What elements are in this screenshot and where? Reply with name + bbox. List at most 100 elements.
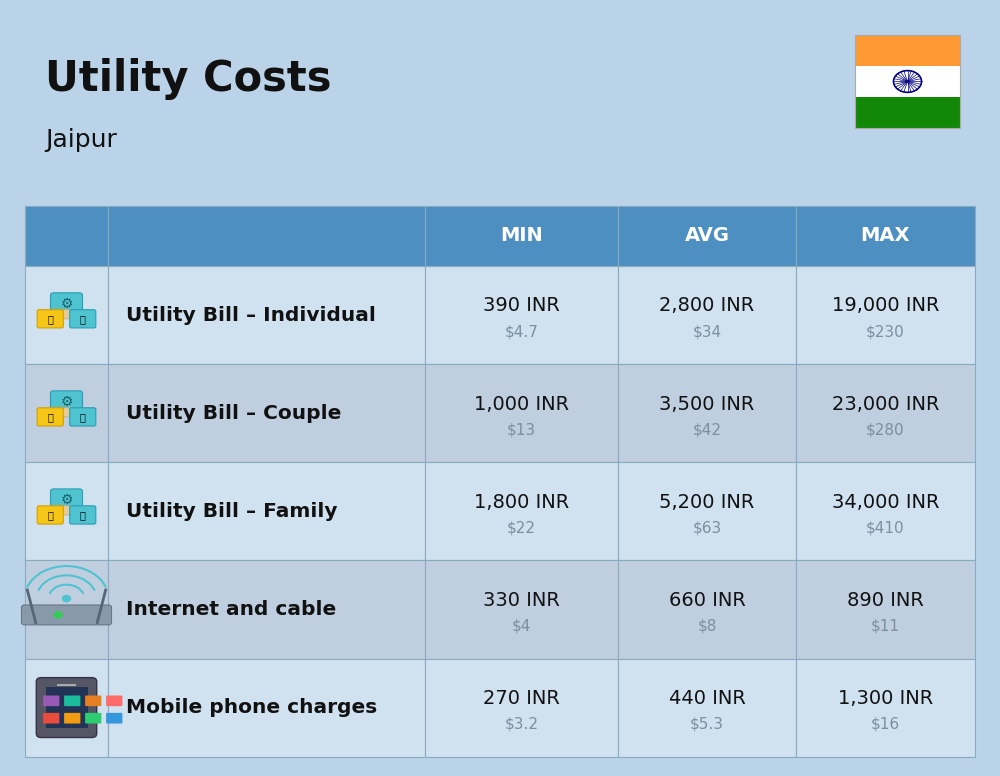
Text: $34: $34	[692, 324, 722, 339]
FancyBboxPatch shape	[108, 560, 425, 659]
Text: 🚰: 🚰	[80, 412, 86, 422]
FancyBboxPatch shape	[855, 97, 960, 128]
Text: 660 INR: 660 INR	[669, 591, 745, 610]
FancyBboxPatch shape	[50, 293, 82, 314]
Text: $8: $8	[697, 618, 717, 634]
FancyBboxPatch shape	[425, 206, 618, 266]
Text: 270 INR: 270 INR	[483, 689, 560, 708]
Text: 3,500 INR: 3,500 INR	[659, 394, 755, 414]
Text: 🚰: 🚰	[80, 510, 86, 520]
Text: Utility Bill – Family: Utility Bill – Family	[126, 502, 338, 521]
Text: 🔌: 🔌	[47, 314, 53, 324]
FancyBboxPatch shape	[425, 364, 618, 462]
Circle shape	[54, 611, 62, 618]
FancyBboxPatch shape	[70, 506, 96, 524]
FancyBboxPatch shape	[108, 206, 425, 266]
FancyBboxPatch shape	[57, 506, 76, 515]
FancyBboxPatch shape	[106, 695, 122, 706]
Text: $280: $280	[866, 422, 905, 438]
FancyBboxPatch shape	[46, 687, 88, 728]
Text: 1,300 INR: 1,300 INR	[838, 689, 933, 708]
FancyBboxPatch shape	[37, 506, 63, 524]
FancyBboxPatch shape	[37, 310, 63, 328]
Text: Internet and cable: Internet and cable	[126, 600, 336, 619]
FancyBboxPatch shape	[855, 66, 960, 97]
FancyBboxPatch shape	[43, 695, 59, 706]
FancyBboxPatch shape	[50, 489, 82, 511]
Text: ⚙: ⚙	[60, 296, 73, 310]
Text: Jaipur: Jaipur	[45, 128, 117, 152]
FancyBboxPatch shape	[796, 206, 975, 266]
Text: $4: $4	[512, 618, 531, 634]
Text: 2,800 INR: 2,800 INR	[659, 296, 755, 316]
Text: 890 INR: 890 INR	[847, 591, 924, 610]
Text: 23,000 INR: 23,000 INR	[832, 394, 939, 414]
FancyBboxPatch shape	[425, 560, 618, 659]
Text: 34,000 INR: 34,000 INR	[832, 493, 939, 511]
Text: $22: $22	[507, 521, 536, 535]
Text: $3.2: $3.2	[505, 717, 538, 732]
Text: 440 INR: 440 INR	[669, 689, 745, 708]
Text: Mobile phone charges: Mobile phone charges	[126, 698, 377, 717]
FancyBboxPatch shape	[85, 695, 101, 706]
Text: $63: $63	[692, 521, 722, 535]
FancyBboxPatch shape	[70, 310, 96, 328]
FancyBboxPatch shape	[425, 462, 618, 560]
FancyBboxPatch shape	[25, 659, 108, 757]
Text: $13: $13	[507, 422, 536, 438]
FancyBboxPatch shape	[618, 364, 796, 462]
Text: Utility Bill – Individual: Utility Bill – Individual	[126, 306, 376, 325]
FancyBboxPatch shape	[25, 206, 108, 266]
Text: Utility Costs: Utility Costs	[45, 58, 332, 100]
FancyBboxPatch shape	[25, 364, 108, 462]
Text: 5,200 INR: 5,200 INR	[659, 493, 755, 511]
Text: 🔌: 🔌	[47, 412, 53, 422]
FancyBboxPatch shape	[796, 560, 975, 659]
FancyBboxPatch shape	[70, 407, 96, 426]
Text: $410: $410	[866, 521, 905, 535]
FancyBboxPatch shape	[25, 560, 108, 659]
Text: $42: $42	[693, 422, 722, 438]
Circle shape	[62, 595, 70, 601]
FancyBboxPatch shape	[618, 206, 796, 266]
FancyBboxPatch shape	[106, 713, 122, 723]
Text: 19,000 INR: 19,000 INR	[832, 296, 939, 316]
Text: $4.7: $4.7	[505, 324, 538, 339]
FancyBboxPatch shape	[796, 364, 975, 462]
FancyBboxPatch shape	[37, 407, 63, 426]
Text: 330 INR: 330 INR	[483, 591, 560, 610]
FancyBboxPatch shape	[57, 407, 76, 417]
FancyBboxPatch shape	[618, 266, 796, 364]
FancyBboxPatch shape	[25, 266, 108, 364]
FancyBboxPatch shape	[425, 266, 618, 364]
Text: $11: $11	[871, 618, 900, 634]
FancyBboxPatch shape	[85, 713, 101, 723]
FancyBboxPatch shape	[57, 310, 76, 319]
Text: 390 INR: 390 INR	[483, 296, 560, 316]
Text: 🚰: 🚰	[80, 314, 86, 324]
FancyBboxPatch shape	[25, 462, 108, 560]
Text: AVG: AVG	[685, 227, 730, 245]
Text: 1,000 INR: 1,000 INR	[474, 394, 569, 414]
FancyBboxPatch shape	[43, 713, 59, 723]
Text: $230: $230	[866, 324, 905, 339]
Text: MAX: MAX	[861, 227, 910, 245]
FancyBboxPatch shape	[796, 266, 975, 364]
Text: $5.3: $5.3	[690, 717, 724, 732]
FancyBboxPatch shape	[796, 659, 975, 757]
FancyBboxPatch shape	[50, 391, 82, 413]
FancyBboxPatch shape	[108, 364, 425, 462]
FancyBboxPatch shape	[855, 35, 960, 66]
Text: MIN: MIN	[500, 227, 543, 245]
Text: ⚙: ⚙	[60, 493, 73, 507]
FancyBboxPatch shape	[36, 677, 97, 737]
Text: ⚙: ⚙	[60, 395, 73, 409]
Text: $16: $16	[871, 717, 900, 732]
FancyBboxPatch shape	[618, 560, 796, 659]
FancyBboxPatch shape	[108, 266, 425, 364]
Text: 1,800 INR: 1,800 INR	[474, 493, 569, 511]
FancyBboxPatch shape	[796, 462, 975, 560]
FancyBboxPatch shape	[64, 695, 80, 706]
Text: 🔌: 🔌	[47, 510, 53, 520]
FancyBboxPatch shape	[108, 462, 425, 560]
